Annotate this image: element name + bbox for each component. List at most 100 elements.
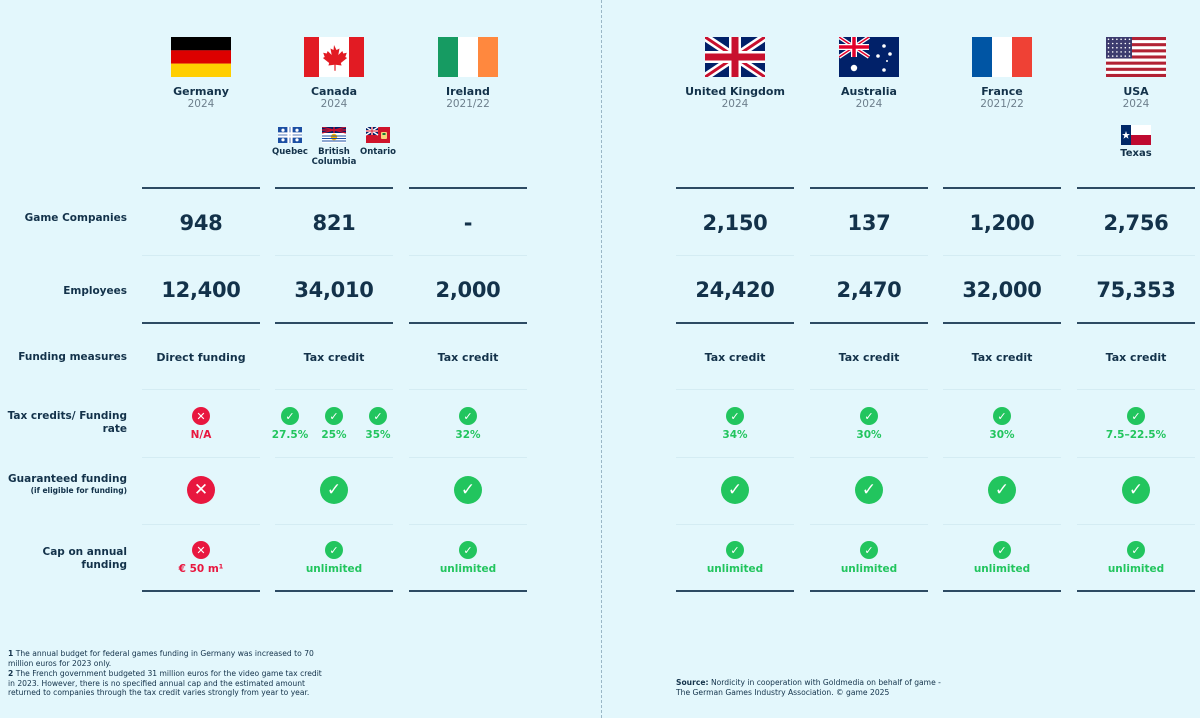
- province-label: British Columbia: [311, 147, 357, 167]
- row-separator-light: [1077, 255, 1195, 256]
- row-separator-light: [409, 457, 527, 458]
- row-separator-light: [409, 524, 527, 525]
- row-separator-light: [810, 524, 928, 525]
- row-separator-light: [142, 457, 260, 458]
- ireland-flag-icon: [438, 37, 498, 77]
- check-icon: ✓: [459, 541, 477, 559]
- country-name: Australia: [841, 85, 897, 98]
- row-separator: [943, 590, 1061, 592]
- row-label-tax: Tax credits/ Funding rate: [7, 410, 127, 435]
- country-year: 2021/22: [980, 98, 1024, 110]
- footnote-2: 2 The French government budgeted 31 mill…: [8, 669, 322, 698]
- cap-value: unlimited: [973, 563, 1031, 575]
- game-companies-value: -: [463, 211, 473, 235]
- game-companies-value: 2,150: [702, 211, 768, 235]
- cap-value: unlimited: [305, 563, 363, 575]
- funding-measure-value: Direct funding: [156, 351, 246, 364]
- funding-rate-value: N/A: [190, 429, 212, 441]
- country-year: 2024: [1122, 98, 1150, 110]
- row-separator-light: [943, 457, 1061, 458]
- row-separator-light: [810, 389, 928, 390]
- row-separator: [409, 187, 527, 189]
- cap-value: unlimited: [1107, 563, 1165, 575]
- row-label-employees: Employees: [63, 285, 127, 297]
- employees-value: 34,010: [294, 278, 374, 302]
- row-separator-light: [409, 389, 527, 390]
- country-column-canada: Canada 2024 Quebec British Columbia Ontario 8…: [272, 0, 396, 600]
- row-separator: [409, 590, 527, 592]
- check-icon: ✓: [325, 407, 343, 425]
- row-separator: [676, 590, 794, 592]
- country-year: 2024: [721, 98, 749, 110]
- country-column-united-kingdom: United Kingdom 2024 2,150 24,420 Tax credit ✓…: [676, 0, 794, 600]
- row-separator-light: [943, 389, 1061, 390]
- row-separator-light: [676, 389, 794, 390]
- country-column-australia: Australia 2024 137 2,470 Tax credit ✓ 30% ✓ ✓ unl…: [810, 0, 928, 600]
- row-label-cap: Cap on annual funding: [42, 546, 127, 571]
- employees-value: 32,000: [962, 278, 1042, 302]
- employees-value: 75,353: [1096, 278, 1176, 302]
- row-separator: [943, 187, 1061, 189]
- row-separator: [810, 187, 928, 189]
- check-icon: ✓: [1127, 407, 1145, 425]
- funding-rate-value: 35%: [365, 429, 391, 441]
- row-separator-light: [275, 389, 393, 390]
- game-companies-value: 821: [312, 211, 356, 235]
- funding-rate-value: 25%: [321, 429, 347, 441]
- row-separator-light: [142, 389, 260, 390]
- row-separator-light: [275, 457, 393, 458]
- country-column-usa: USA 2024 Texas 2,756 75,353 Tax credit ✓ 7.5–22…: [1077, 0, 1195, 600]
- check-icon: ✓: [988, 476, 1016, 504]
- funding-measure-value: Tax credit: [1105, 351, 1167, 364]
- country-year: 2024: [855, 98, 883, 110]
- cap-value: unlimited: [840, 563, 898, 575]
- funding-rate-value: 30%: [989, 429, 1015, 441]
- row-separator-light: [142, 524, 260, 525]
- row-separator-light: [409, 255, 527, 256]
- funding-measure-value: Tax credit: [303, 351, 365, 364]
- row-separator-light: [810, 255, 928, 256]
- source-note: Source: Nordicity in cooperation with Go…: [676, 678, 941, 697]
- row-separator-light: [943, 524, 1061, 525]
- row-separator: [943, 322, 1061, 324]
- check-icon: ✓: [860, 541, 878, 559]
- footnote-1: 1 The annual budget for federal games fu…: [8, 649, 314, 668]
- country-name: Canada: [310, 85, 358, 98]
- country-year: 2024: [320, 98, 348, 110]
- employees-value: 2,470: [836, 278, 902, 302]
- row-separator-light: [810, 457, 928, 458]
- france-flag-icon: [972, 37, 1032, 77]
- country-name: Ireland: [446, 85, 490, 98]
- row-separator: [409, 322, 527, 324]
- row-separator-light: [1077, 457, 1195, 458]
- check-icon: ✓: [1127, 541, 1145, 559]
- funding-rate-value: 32%: [455, 429, 481, 441]
- cross-icon: ✕: [192, 407, 210, 425]
- row-separator-light: [142, 255, 260, 256]
- check-icon: ✓: [454, 476, 482, 504]
- country-year: 2021/22: [446, 98, 490, 110]
- row-separator: [676, 187, 794, 189]
- center-divider: [601, 0, 602, 718]
- funding-rate-value: 27.5%: [271, 429, 309, 441]
- country-year: 2024: [187, 98, 215, 110]
- usa-flag-icon: [1106, 37, 1166, 77]
- row-label-guaranteed-sub: (if eligible for funding): [30, 486, 127, 495]
- check-icon: ✓: [721, 476, 749, 504]
- row-separator: [810, 322, 928, 324]
- check-icon: ✓: [726, 541, 744, 559]
- row-separator: [676, 322, 794, 324]
- cap-value: unlimited: [706, 563, 764, 575]
- check-icon: ✓: [459, 407, 477, 425]
- country-column-germany: Germany 2024 948 12,400 Direct funding ✕ N/A ✕ ✕…: [142, 0, 260, 600]
- row-separator: [1077, 322, 1195, 324]
- uk-flag-icon: [702, 33, 768, 81]
- row-separator: [275, 322, 393, 324]
- country-name: Germany: [173, 85, 229, 98]
- country-name: USA: [1123, 85, 1149, 98]
- germany-flag-icon: [171, 37, 231, 77]
- row-separator: [142, 590, 260, 592]
- check-icon: ✓: [855, 476, 883, 504]
- row-separator-light: [676, 457, 794, 458]
- employees-value: 12,400: [161, 278, 241, 302]
